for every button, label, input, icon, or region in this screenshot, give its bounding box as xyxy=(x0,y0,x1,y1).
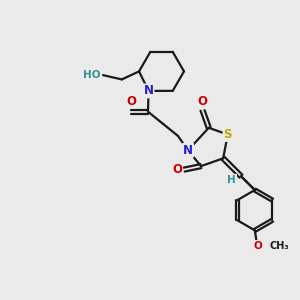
Text: N: N xyxy=(183,144,193,157)
Text: O: O xyxy=(197,95,207,108)
Text: O: O xyxy=(172,163,182,176)
Text: CH₃: CH₃ xyxy=(269,241,289,251)
Text: HO: HO xyxy=(83,70,101,80)
Text: O: O xyxy=(253,241,262,251)
Text: O: O xyxy=(126,94,136,107)
Text: S: S xyxy=(224,128,232,141)
Text: N: N xyxy=(144,85,154,98)
Text: H: H xyxy=(227,175,236,185)
